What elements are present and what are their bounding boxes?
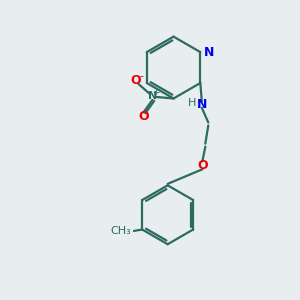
Text: N: N (196, 98, 207, 111)
Text: N: N (204, 46, 214, 59)
Text: +: + (152, 88, 160, 98)
Text: O: O (198, 159, 208, 172)
Text: -: - (139, 71, 143, 81)
Text: O: O (138, 110, 149, 123)
Text: H: H (188, 98, 196, 108)
Text: CH₃: CH₃ (110, 226, 131, 236)
Text: N: N (148, 92, 157, 101)
Text: O: O (130, 74, 141, 87)
